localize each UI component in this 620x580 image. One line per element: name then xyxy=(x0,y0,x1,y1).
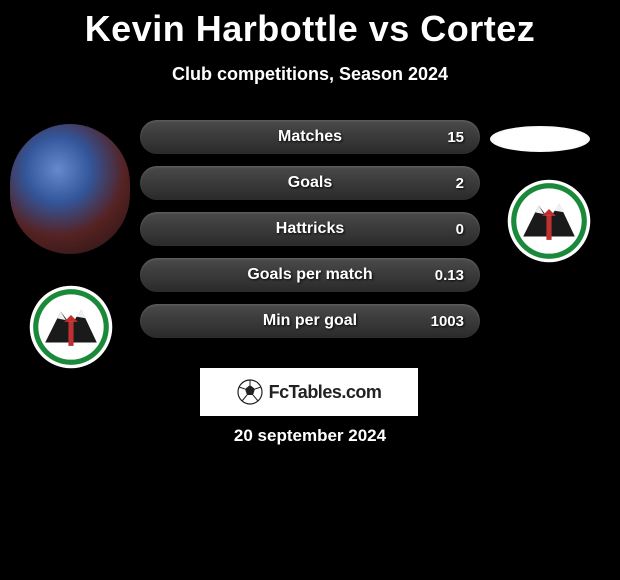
player-photo-right-placeholder xyxy=(490,126,590,152)
player-photo-left xyxy=(10,124,130,254)
club-crest-icon xyxy=(28,284,114,370)
stat-value: 15 xyxy=(447,129,464,146)
subtitle: Club competitions, Season 2024 xyxy=(0,64,620,85)
page-title: Kevin Harbottle vs Cortez xyxy=(0,0,620,50)
club-badge-right xyxy=(506,178,592,264)
stat-value: 0.13 xyxy=(435,267,464,284)
stat-label: Min per goal xyxy=(263,312,357,330)
club-badge-left xyxy=(28,284,114,370)
stat-row: Matches 15 xyxy=(140,120,480,154)
club-crest-icon xyxy=(506,178,592,264)
brand-attribution[interactable]: FcTables.com xyxy=(200,368,418,416)
footer-date: 20 september 2024 xyxy=(0,426,620,446)
stat-row: Hattricks 0 xyxy=(140,212,480,246)
stat-value: 1003 xyxy=(431,313,464,330)
stat-row: Goals 2 xyxy=(140,166,480,200)
stat-label: Goals xyxy=(288,174,332,192)
stat-label: Goals per match xyxy=(247,266,372,284)
stat-label: Matches xyxy=(278,128,342,146)
stat-value: 2 xyxy=(456,175,464,192)
soccer-ball-icon xyxy=(237,379,263,405)
brand-text: FcTables.com xyxy=(269,382,382,403)
stat-value: 0 xyxy=(456,221,464,238)
stats-panel: Matches 15 Goals 2 Hattricks 0 Goals per… xyxy=(140,120,480,350)
stat-row: Goals per match 0.13 xyxy=(140,258,480,292)
stat-label: Hattricks xyxy=(276,220,344,238)
stat-row: Min per goal 1003 xyxy=(140,304,480,338)
